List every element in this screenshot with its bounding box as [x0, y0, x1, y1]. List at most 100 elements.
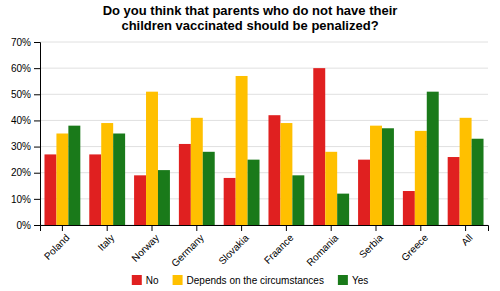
bar	[313, 68, 325, 225]
tick-mark	[34, 42, 40, 43]
legend-item: No	[132, 275, 159, 286]
tick-label: Slovakia	[216, 232, 251, 267]
tick-label: 0%	[17, 220, 32, 231]
tick-mark	[34, 68, 40, 69]
tick-mark	[465, 225, 466, 231]
tick-mark	[34, 94, 40, 95]
bar	[370, 126, 382, 225]
legend-item: Depends on the circumstances	[173, 275, 324, 286]
tick: 70%	[11, 37, 40, 48]
legend-swatch	[173, 275, 183, 285]
series	[68, 92, 483, 225]
axis-line	[34, 43, 41, 226]
title-line: children vaccinated should be penalized?	[121, 18, 378, 33]
bar	[44, 154, 56, 225]
legend-label: Yes	[352, 275, 368, 286]
tick: Italy	[96, 225, 117, 253]
tick-mark	[34, 120, 40, 121]
tick-mark	[62, 225, 63, 231]
grid-line	[40, 94, 488, 95]
bar	[134, 175, 146, 225]
tick: 60%	[11, 63, 40, 74]
tick: Greece	[399, 225, 430, 263]
tick: Poland	[42, 225, 72, 262]
tick-label: 60%	[11, 63, 31, 74]
bar	[292, 175, 304, 225]
bar	[146, 92, 158, 225]
tick-label: 10%	[11, 194, 31, 205]
chart: Do you think that parents who do not hav…	[0, 0, 500, 291]
bar	[224, 178, 236, 225]
tick-mark	[376, 225, 377, 231]
bar	[325, 152, 337, 225]
tick-label: Poland	[42, 232, 72, 262]
grid-line	[40, 120, 488, 121]
series	[56, 76, 471, 225]
bar	[236, 76, 248, 225]
tick: Slovakia	[216, 225, 251, 267]
bar	[280, 123, 292, 225]
grid	[40, 42, 488, 225]
tick-mark	[107, 225, 108, 231]
bar	[158, 170, 170, 225]
tick-label: Romania	[304, 232, 340, 268]
tick-label: Germany	[169, 232, 206, 269]
tick-label: Greece	[399, 232, 430, 263]
tick-label: Italy	[96, 232, 117, 253]
tick: Romania	[304, 225, 340, 268]
tick-mark	[196, 225, 197, 231]
tick-mark	[34, 147, 40, 148]
legend-swatch	[132, 275, 142, 285]
bars	[44, 68, 483, 225]
bar	[403, 191, 415, 225]
bar	[337, 194, 349, 225]
grid-line	[40, 68, 488, 69]
series	[44, 68, 459, 225]
bar	[415, 131, 427, 225]
tick-label: Fraance	[262, 232, 296, 266]
x-axis: Poland Italy NorwayGermany Slovakia FraanceR…	[41, 225, 489, 269]
tick-label: 20%	[11, 167, 31, 178]
bar	[89, 154, 101, 225]
tick-label: 70%	[11, 37, 31, 48]
bar	[248, 160, 260, 225]
bar	[203, 152, 215, 225]
bar	[113, 134, 125, 226]
title: Do you think that parents who do not hav…	[103, 3, 398, 33]
bar	[101, 123, 113, 225]
tick-label: 30%	[11, 141, 31, 152]
tick: 30%	[11, 141, 40, 152]
tick-mark	[152, 225, 153, 231]
tick-label: 40%	[11, 115, 31, 126]
bar	[179, 144, 191, 225]
bar	[191, 118, 203, 225]
legend-item: Yes	[338, 275, 368, 286]
axis-line	[41, 226, 489, 232]
bar	[56, 134, 68, 226]
tick-mark	[34, 199, 40, 200]
tick: 20%	[11, 167, 40, 178]
tick: 50%	[11, 89, 40, 100]
bar	[472, 139, 484, 225]
bar	[427, 92, 439, 225]
tick: 0%	[17, 220, 40, 231]
bar	[448, 157, 460, 225]
grid-line	[40, 42, 488, 43]
tick: Serbia	[357, 225, 386, 260]
tick-mark	[34, 225, 40, 226]
tick-label: 50%	[11, 89, 31, 100]
tick-mark	[34, 173, 40, 174]
tick: Fraance	[262, 225, 296, 266]
title-line: Do you think that parents who do not hav…	[103, 3, 398, 18]
tick: Germany	[169, 225, 206, 269]
tick: 10%	[11, 194, 40, 205]
legend: No Depends on the circumstances Yes	[132, 275, 368, 286]
tick-mark	[331, 225, 332, 231]
tick: All	[459, 225, 475, 248]
tick: Norway	[129, 225, 161, 264]
bar	[460, 118, 472, 225]
tick-label: Serbia	[357, 232, 386, 261]
plot: 0% 10% 20% 30% 40% 50% 60% 70% Poland Italy Norway…	[11, 37, 489, 269]
legend-label: No	[146, 275, 159, 286]
bar	[268, 115, 280, 225]
